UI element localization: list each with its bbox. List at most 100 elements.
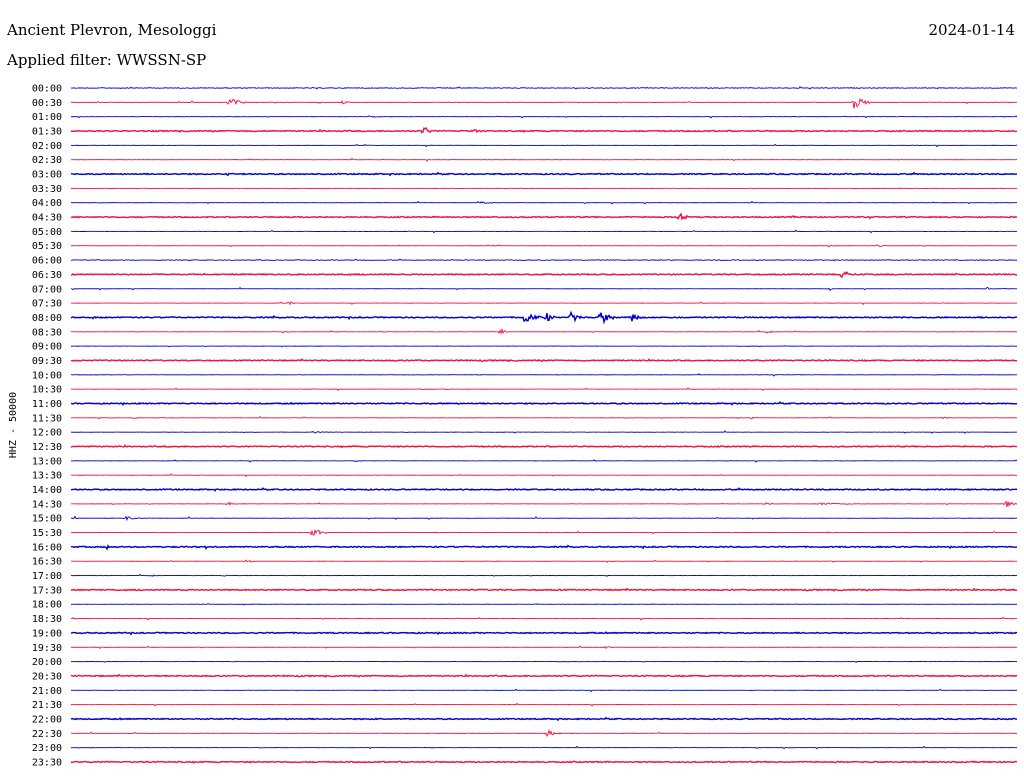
- time-tick-label: 08:00: [32, 313, 62, 324]
- trace-line: [70, 500, 1018, 508]
- trace-line: [70, 716, 1018, 722]
- time-tick-label: 10:30: [32, 385, 62, 396]
- time-tick-label: 12:30: [32, 442, 62, 453]
- time-tick-label: 09:00: [32, 342, 62, 353]
- time-tick-label: 07:00: [32, 284, 62, 295]
- y-axis-label: HHZ - 50000: [8, 392, 19, 458]
- time-tick-label: 17:00: [32, 571, 62, 582]
- time-tick-label: 22:00: [32, 714, 62, 725]
- time-tick-label: 20:00: [32, 657, 62, 668]
- trace-line: [71, 459, 1018, 463]
- time-tick-label: 00:30: [32, 98, 62, 109]
- trace-line: [70, 157, 1018, 162]
- trace-line: [70, 645, 1018, 650]
- time-tick-label: 23:00: [32, 743, 62, 754]
- trace-line: [70, 258, 1018, 262]
- time-tick-label: 18:00: [32, 600, 62, 611]
- trace-line: [70, 97, 1018, 109]
- time-tick-label: 07:30: [32, 299, 62, 310]
- trace-line: [70, 529, 1018, 536]
- trace-line: [70, 212, 1018, 221]
- trace-line: [70, 631, 1018, 636]
- trace-line: [70, 745, 1018, 750]
- time-tick-label: 14:00: [32, 485, 62, 496]
- trace-line: [70, 559, 1018, 564]
- time-tick-label: 11:30: [32, 413, 62, 424]
- time-tick-label: 01:30: [32, 127, 62, 138]
- trace-line: [71, 688, 1018, 693]
- trace-line: [70, 115, 1018, 119]
- time-tick-label: 10:00: [32, 370, 62, 381]
- time-tick-label: 01:00: [32, 112, 62, 123]
- time-tick-label: 11:00: [32, 399, 62, 410]
- trace-line: [70, 358, 1018, 363]
- time-tick-label: 16:30: [32, 557, 62, 568]
- time-tick-label: 19:00: [32, 628, 62, 639]
- time-tick-label: 04:30: [32, 213, 62, 224]
- date-label: 2024-01-14: [928, 21, 1015, 39]
- filter-label: Applied filter: WWSSN-SP: [7, 51, 207, 69]
- time-tick-label: 16:00: [32, 542, 62, 553]
- trace-line: [70, 286, 1018, 292]
- trace-line: [70, 473, 1018, 478]
- trace-line: [70, 345, 1018, 348]
- time-tick-label: 06:00: [32, 256, 62, 267]
- station-title: Ancient Plevron, Mesologgi: [7, 21, 217, 39]
- time-tick-label: 08:30: [32, 327, 62, 338]
- trace-line: [70, 271, 1018, 278]
- trace-line: [70, 728, 1018, 738]
- trace-line: [70, 373, 1018, 377]
- trace-line: [70, 143, 1018, 148]
- trace-line: [70, 702, 1018, 707]
- time-tick-label: 09:30: [32, 356, 62, 367]
- time-tick-label: 05:30: [32, 241, 62, 252]
- trace-line: [70, 603, 1018, 606]
- time-tick-label: 12:00: [32, 428, 62, 439]
- time-tick-label: 03:30: [32, 184, 62, 195]
- trace-line: [70, 573, 1018, 577]
- trace-line: [70, 229, 1018, 234]
- trace-line: [70, 660, 1018, 664]
- time-tick-label: 19:30: [32, 643, 62, 654]
- time-tick-label: 06:30: [32, 270, 62, 281]
- trace-line: [70, 387, 1017, 392]
- time-tick-label: 04:00: [32, 198, 62, 209]
- time-tick-label: 22:30: [32, 729, 62, 740]
- trace-line: [70, 244, 1018, 248]
- time-tick-label: 03:00: [32, 170, 62, 181]
- time-tick-label: 17:30: [32, 585, 62, 596]
- time-tick-label: 05:00: [32, 227, 62, 238]
- time-tick-label: 14:30: [32, 499, 62, 510]
- trace-line: [70, 85, 1018, 90]
- trace-line: [70, 301, 1018, 306]
- time-tick-label: 21:00: [32, 686, 62, 697]
- trace-line: [70, 327, 1018, 335]
- trace-line: [70, 515, 1018, 522]
- trace-line: [70, 416, 1018, 420]
- trace-line: [70, 444, 1018, 449]
- time-tick-label: 15:30: [32, 528, 62, 539]
- time-tick-label: 18:30: [32, 614, 62, 625]
- time-tick-label: 02:00: [32, 141, 62, 152]
- trace-line: [70, 126, 1018, 134]
- trace-line: [70, 487, 1018, 492]
- time-tick-label: 20:30: [32, 671, 62, 682]
- time-tick-label: 21:30: [32, 700, 62, 711]
- time-tick-label: 23:30: [32, 757, 62, 768]
- trace-line: [70, 544, 1018, 551]
- trace-line: [70, 171, 1018, 177]
- trace-line: [70, 760, 1018, 764]
- time-tick-label: 00:00: [32, 84, 62, 95]
- time-tick-label: 02:30: [32, 155, 62, 166]
- trace-line: [70, 673, 1018, 678]
- trace-line: [70, 200, 1018, 205]
- trace-line: [70, 310, 1018, 325]
- trace-line: [70, 587, 1018, 592]
- trace-line: [70, 616, 1018, 621]
- trace-line: [70, 187, 1018, 190]
- time-tick-label: 13:30: [32, 471, 62, 482]
- trace-line: [70, 430, 1018, 434]
- time-tick-label: 15:00: [32, 514, 62, 525]
- trace-line: [70, 401, 1018, 406]
